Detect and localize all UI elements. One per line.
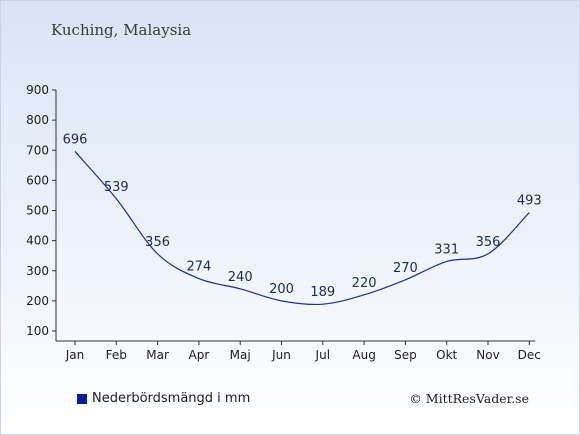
y-tick-label: 900	[26, 83, 49, 97]
y-tick-label: 800	[26, 113, 49, 127]
data-label: 356	[476, 235, 501, 250]
data-label: 189	[310, 285, 335, 300]
data-label: 200	[269, 282, 294, 297]
data-label: 270	[393, 261, 418, 276]
x-tick-label: Jul	[315, 348, 330, 362]
data-label: 240	[228, 270, 253, 285]
x-tick-label: Sep	[394, 348, 417, 362]
series-line	[74, 151, 530, 306]
legend-swatch	[77, 393, 87, 404]
x-tick-label: Mar	[146, 348, 169, 362]
y-tick-label: 100	[26, 324, 49, 338]
y-tick-label: 200	[26, 294, 49, 308]
x-tick-label: Okt	[436, 348, 457, 362]
y-tick-label: 700	[26, 143, 49, 157]
credit-text: © MittResVader.se	[409, 391, 529, 406]
x-tick-label: Jun	[271, 348, 291, 362]
y-tick-label: 600	[26, 173, 49, 187]
y-tick-label: 500	[26, 204, 49, 218]
legend: Nederbördsmängd i mm	[77, 391, 250, 406]
data-label: 539	[104, 180, 129, 195]
data-label: 331	[434, 242, 459, 257]
data-label: 220	[352, 276, 377, 291]
y-tick-label: 300	[26, 264, 49, 278]
data-label: 696	[63, 132, 88, 147]
x-tick-label: Maj	[230, 348, 251, 362]
y-tick-label: 400	[26, 234, 49, 248]
x-tick-label: Aug	[352, 348, 375, 362]
x-tick-label: Nov	[476, 348, 499, 362]
chart-title: Kuching, Malaysia	[51, 21, 192, 39]
legend-label: Nederbördsmängd i mm	[92, 391, 251, 406]
x-tick-label: Dec	[518, 348, 541, 362]
data-label: 274	[186, 260, 211, 275]
x-tick-label: Feb	[106, 348, 127, 362]
data-label: 493	[517, 194, 542, 209]
x-tick-label: Apr	[189, 348, 210, 362]
data-label: 356	[145, 235, 170, 250]
x-tick-label: Jan	[65, 348, 85, 362]
